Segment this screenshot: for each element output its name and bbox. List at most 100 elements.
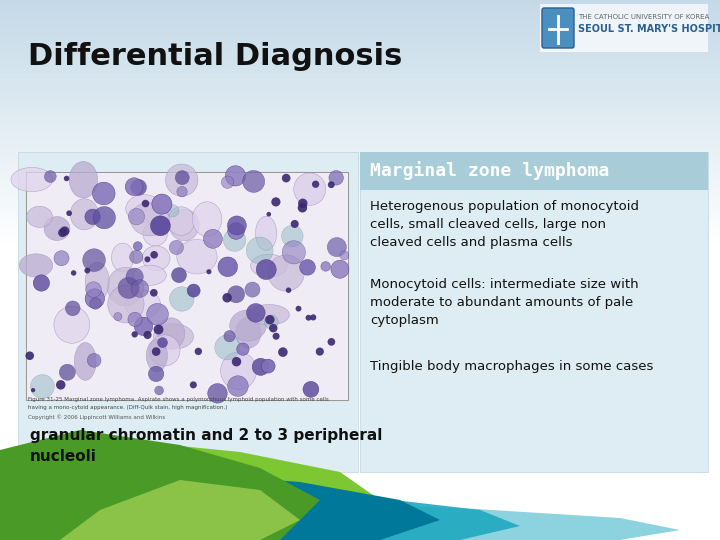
Bar — [27, 173, 347, 399]
Ellipse shape — [192, 202, 222, 237]
Ellipse shape — [107, 267, 143, 306]
Circle shape — [316, 348, 324, 356]
Circle shape — [31, 388, 35, 392]
Bar — [0, 36, 720, 43]
Circle shape — [329, 171, 343, 185]
Bar — [0, 231, 720, 237]
Circle shape — [190, 381, 197, 388]
Polygon shape — [0, 488, 520, 540]
Text: Differential Diagnosis: Differential Diagnosis — [28, 42, 402, 71]
Circle shape — [256, 260, 276, 280]
Ellipse shape — [69, 161, 98, 198]
Circle shape — [132, 331, 138, 338]
Circle shape — [261, 359, 275, 373]
Ellipse shape — [176, 239, 217, 274]
Ellipse shape — [251, 254, 287, 277]
Circle shape — [114, 313, 122, 321]
Ellipse shape — [143, 222, 167, 246]
Circle shape — [282, 174, 290, 183]
Bar — [0, 85, 720, 91]
Circle shape — [282, 225, 303, 247]
Circle shape — [93, 206, 115, 229]
Ellipse shape — [11, 167, 53, 192]
Circle shape — [232, 357, 241, 367]
Bar — [0, 43, 720, 49]
Circle shape — [221, 176, 234, 188]
Bar — [0, 158, 720, 164]
Bar — [540, 4, 708, 52]
Bar — [0, 243, 720, 540]
Circle shape — [83, 249, 105, 272]
Bar — [0, 116, 720, 122]
Circle shape — [59, 364, 76, 380]
Circle shape — [150, 289, 158, 296]
Ellipse shape — [112, 243, 134, 272]
Circle shape — [264, 315, 279, 329]
Bar — [0, 140, 720, 146]
Polygon shape — [0, 472, 440, 540]
Circle shape — [271, 197, 281, 206]
Bar — [0, 237, 720, 243]
Circle shape — [273, 333, 279, 340]
Text: Monocytoid cells: intermediate size with
moderate to abundant amounts of pale
cy: Monocytoid cells: intermediate size with… — [370, 278, 639, 327]
Circle shape — [298, 199, 307, 208]
Bar — [0, 73, 720, 79]
Bar — [360, 152, 708, 472]
Text: Copyright © 2006 Lippincott Williams and Wilkins: Copyright © 2006 Lippincott Williams and… — [28, 414, 165, 420]
Circle shape — [237, 343, 249, 355]
Ellipse shape — [146, 340, 168, 372]
Bar — [0, 152, 720, 158]
Circle shape — [54, 251, 69, 266]
Ellipse shape — [248, 305, 289, 325]
Text: Figure 31-25 Marginal zone lymphoma. Aspirate shows a polymorphous lymphoid popu: Figure 31-25 Marginal zone lymphoma. Asp… — [28, 397, 329, 402]
Circle shape — [45, 171, 56, 183]
Text: THE CATHOLIC UNIVERSITY OF KOREA: THE CATHOLIC UNIVERSITY OF KOREA — [578, 14, 709, 20]
Circle shape — [278, 347, 288, 357]
Circle shape — [246, 303, 265, 322]
Ellipse shape — [126, 195, 163, 222]
Bar — [0, 79, 720, 85]
Circle shape — [56, 380, 66, 389]
Bar — [0, 109, 720, 116]
Circle shape — [25, 352, 34, 360]
Bar — [0, 55, 720, 60]
Circle shape — [66, 301, 80, 316]
Circle shape — [128, 208, 145, 225]
Bar — [0, 103, 720, 109]
Circle shape — [169, 240, 184, 254]
Circle shape — [145, 256, 150, 262]
Circle shape — [228, 376, 248, 396]
Circle shape — [218, 257, 238, 276]
Circle shape — [118, 278, 139, 299]
Circle shape — [143, 331, 152, 339]
Ellipse shape — [130, 202, 170, 236]
Circle shape — [85, 289, 104, 308]
Bar — [0, 183, 720, 188]
Bar — [0, 219, 720, 225]
Circle shape — [85, 209, 100, 225]
Circle shape — [194, 348, 202, 355]
Circle shape — [328, 181, 335, 188]
Circle shape — [340, 251, 349, 260]
Text: Marginal zone lymphoma: Marginal zone lymphoma — [370, 161, 609, 180]
Circle shape — [90, 298, 102, 309]
Circle shape — [33, 275, 50, 291]
Bar — [0, 24, 720, 30]
Ellipse shape — [169, 209, 199, 241]
Circle shape — [228, 216, 246, 235]
Circle shape — [66, 211, 72, 216]
Circle shape — [266, 212, 271, 217]
Circle shape — [147, 303, 168, 325]
Bar — [0, 225, 720, 231]
Circle shape — [243, 171, 265, 192]
Ellipse shape — [230, 310, 266, 341]
Circle shape — [155, 386, 163, 395]
Circle shape — [225, 166, 246, 186]
Circle shape — [228, 286, 245, 303]
Ellipse shape — [19, 254, 53, 277]
Circle shape — [126, 268, 143, 285]
Circle shape — [222, 293, 232, 302]
Circle shape — [86, 282, 102, 298]
Bar — [0, 30, 720, 36]
Ellipse shape — [108, 285, 144, 323]
